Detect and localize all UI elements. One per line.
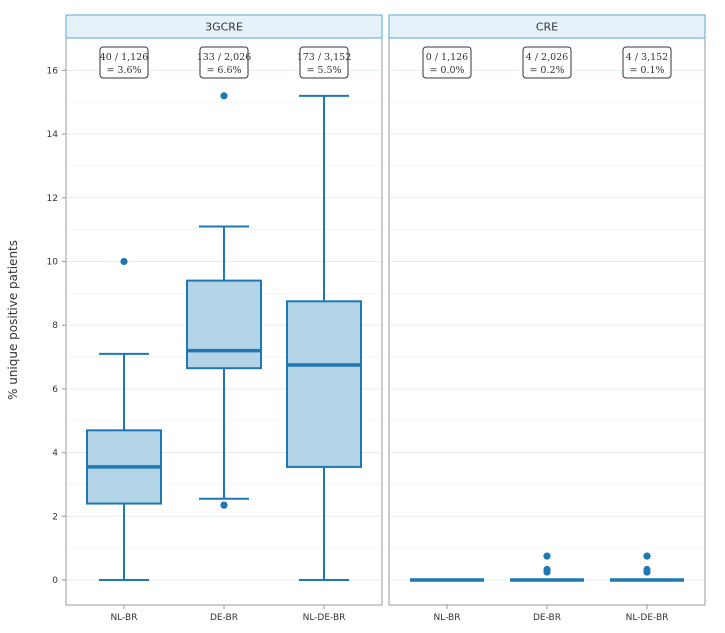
x-tick-label: NL-BR [111,613,138,623]
annotation-box [299,46,349,79]
outlier-point [643,552,651,560]
panel-3gcre: 3GCRE 40 / 1,126 = 3.6% 133 / 2,026 = 6.6% 17… [47,14,383,623]
outlier-point [543,552,551,560]
y-axis-label: % unique positive patients [6,240,20,400]
y-tick-label: 14 [47,130,59,140]
outlier-point [643,565,651,574]
annotation-percent: = 3.6% [106,65,141,76]
x-tick-label: DE-BR [533,613,561,623]
y-tick-label: 12 [47,194,58,204]
outlier-point [543,565,551,574]
x-tick-label: NL-DE-BR [626,613,669,623]
annotation-ratio: 173 / 3,152 [297,52,352,63]
annotation-box [99,46,149,79]
panel-title: CRE [536,21,558,34]
annotation-de-br: 133 / 2,026 = 6.6% [197,46,252,79]
annotation-box [422,46,472,79]
box-nl-de-br [286,94,362,581]
annotation-nl-de-br: 173 / 3,152 = 5.5% [297,46,352,79]
panel-cre: CRE 0 / 1,126 = 0.0% 4 / 2,026 = 0.2% 4 / 3,1… [388,14,706,623]
annotation-box [622,46,672,79]
panel-strip [388,14,706,39]
x-tick-label: NL-BR [434,613,461,623]
annotation-ratio: 0 / 1,126 [426,52,468,63]
y-tick-label: 6 [52,385,58,395]
box-de-br [186,92,262,509]
panel-title: 3GCRE [205,21,243,34]
annotation-percent: = 5.5% [306,65,341,76]
outlier-point [220,501,228,509]
box-nl-br [86,257,162,581]
y-tick-label: 10 [47,258,59,268]
y-tick-label: 2 [52,512,58,522]
annotation-percent: = 0.0% [429,65,464,76]
annotation-percent: = 0.2% [529,65,564,76]
annotation-de-br: 4 / 2,026 = 0.2% [522,46,572,79]
annotation-ratio: 133 / 2,026 [197,52,252,63]
annotation-percent: = 6.6% [206,65,241,76]
annotation-nl-de-br: 4 / 3,152 = 0.1% [622,46,672,79]
y-tick-label: 16 [47,66,59,76]
annotation-percent: = 0.1% [629,65,664,76]
panel-strip [65,14,383,39]
annotation-nl-br: 0 / 1,126 = 0.0% [422,46,472,79]
box-nl-de-br [610,552,684,582]
panel-background [388,37,706,606]
box-de-br [510,552,584,582]
annotation-nl-br: 40 / 1,126 = 3.6% [99,46,149,79]
box-iqr [286,300,362,468]
annotation-ratio: 40 / 1,126 [100,52,149,63]
x-tick-label: NL-DE-BR [303,613,346,623]
annotation-box [199,46,249,79]
outlier-point [220,92,228,100]
annotation-ratio: 4 / 3,152 [626,52,668,63]
box-iqr [186,279,262,370]
y-tick-label: 4 [52,449,58,459]
y-tick-label: 8 [52,321,58,331]
annotation-box [522,46,572,79]
x-tick-label: DE-BR [210,613,238,623]
y-tick-label: 0 [52,576,58,586]
outlier-point [120,257,128,266]
annotation-ratio: 4 / 2,026 [526,52,568,63]
